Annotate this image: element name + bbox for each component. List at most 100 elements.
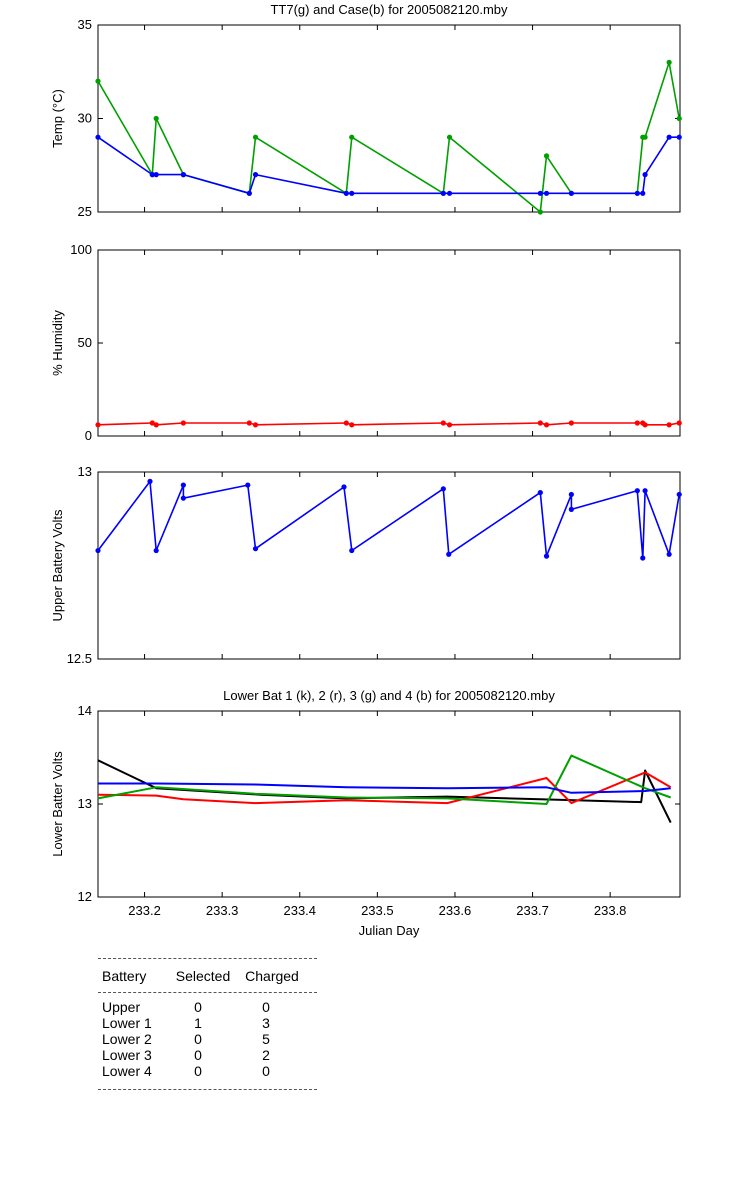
data-point [568,420,574,426]
battery-name: Lower 2 [102,1031,152,1047]
data-point [180,172,186,178]
battery-charged: 5 [262,1031,270,1047]
data-point [640,190,646,196]
data-point [446,190,453,196]
battery-name: Upper [102,999,141,1015]
data-point [676,491,682,498]
x-tick-label: 233.5 [361,903,394,918]
data-point [246,190,252,196]
data-point [568,491,574,498]
data-point [440,420,446,426]
battery-charged: 2 [262,1047,270,1063]
table-body: Upper 0 0 Lower 1 1 3 Lower 2 0 5 Lower … [98,993,317,1089]
table-row: Lower 3 0 2 [102,1047,317,1063]
data-point [666,551,672,557]
data-point [149,420,155,426]
data-point [180,495,186,501]
x-tick-label: 233.7 [516,903,549,918]
table-row: Upper 0 0 [102,999,317,1015]
data-point [568,506,574,512]
series-line-2 [97,771,672,805]
plot-frame [97,710,681,898]
table-row: Lower 4 0 0 [102,1063,317,1079]
data-point [642,134,648,140]
chart-panel-3: 12.5 13 Upper Battery Volts [50,464,682,666]
battery-selected: 0 [194,1063,202,1079]
data-point [537,420,543,426]
y-tick-label: 0 [85,428,92,443]
data-point [95,78,101,84]
x-tick-label: 233.3 [206,903,239,918]
table-header-row: Battery Selected Charged [98,959,317,992]
table-row: Lower 2 0 5 [102,1031,317,1047]
y-tick-label: 100 [70,242,92,257]
data-point [537,489,543,496]
battery-selected: 1 [194,1015,202,1031]
data-point [343,420,349,426]
data-point [568,190,574,196]
data-point [666,134,672,140]
data-point [642,422,648,428]
chart-title: TT7(g) and Case(b) for 2005082120.mby [270,2,508,17]
table-row: Lower 1 1 3 [102,1015,317,1031]
data-point [246,420,252,426]
data-point [245,482,251,488]
data-point [634,190,640,196]
data-point [440,190,446,196]
data-point [180,420,186,426]
data-point [147,478,153,484]
y-tick-label: 30 [78,111,92,126]
data-point [676,115,682,122]
data-point [252,546,259,552]
data-point [642,172,648,178]
data-point [153,547,159,554]
y-axis-label: % Humidity [50,310,65,376]
data-point [349,134,355,140]
header-battery: Battery [102,968,147,984]
y-axis-label: Lower Batter Volts [50,751,65,857]
data-point [676,134,682,140]
battery-selected: 0 [194,1047,202,1063]
chart-panel-1: 25 30 35 TT7(g) and Case(b) for 2005082120.… [50,2,682,219]
table-top-rule [98,958,317,959]
data-point [153,115,159,122]
data-point [95,422,101,428]
data-point [180,482,186,488]
battery-charged: 0 [262,999,270,1015]
battery-name: Lower 4 [102,1063,152,1079]
data-point [153,422,159,428]
battery-charged: 0 [262,1063,270,1079]
data-point [666,59,672,65]
chart-panel-4: 12 13 14 233.2 233.3 233.4 233.5 233.6 233.7 233.… [50,688,681,938]
data-point [349,422,355,428]
x-tick-label: 233.6 [439,903,472,918]
data-point [666,422,672,428]
y-tick-label: 14 [78,703,92,718]
data-point [634,488,640,494]
data-point [537,209,543,215]
data-point [543,553,550,559]
data-point [95,547,101,554]
table-header-rule [98,992,317,993]
table-bottom-rule [98,1089,317,1090]
data-point [153,172,159,178]
series-line-1 [97,61,680,213]
plot-frame [97,471,681,660]
battery-selected: 0 [194,1031,202,1047]
series-line-4 [98,782,671,794]
series-line-1 [97,480,680,559]
x-tick-label: 233.2 [128,903,161,918]
x-tick-label: 233.8 [594,903,627,918]
data-point [343,190,349,196]
data-point [446,551,452,557]
data-point [537,190,543,196]
data-point [634,420,640,426]
header-selected: Selected [175,968,231,984]
y-axis-label: Upper Battery Volts [50,509,65,621]
data-point [446,134,453,140]
battery-name: Lower 1 [102,1015,152,1031]
data-point [95,134,101,140]
series-line-3 [97,754,672,805]
y-tick-label: 12.5 [67,651,92,666]
